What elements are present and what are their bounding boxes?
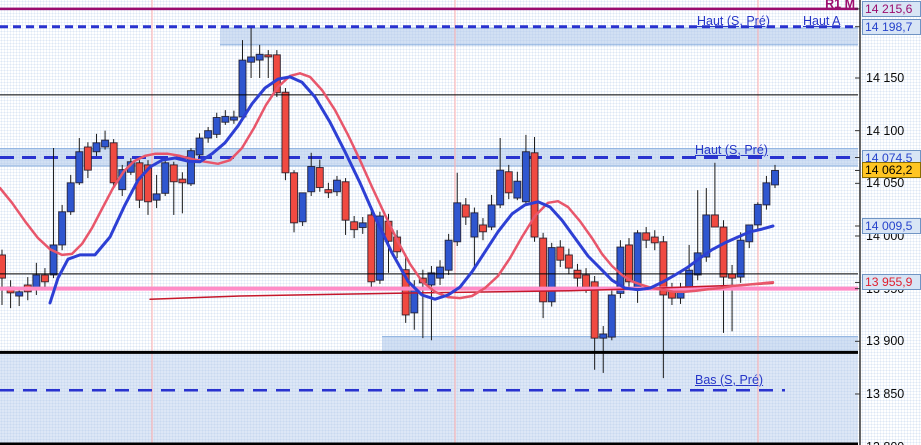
candle-up [513, 180, 522, 199]
candle-up [444, 239, 453, 271]
candle-up [247, 56, 256, 63]
candle-up [221, 115, 230, 123]
candle-up [238, 59, 247, 118]
candle-down [478, 224, 487, 233]
candle-up [753, 203, 762, 226]
candle-up [521, 151, 530, 203]
candle-down [719, 226, 728, 278]
candle-down [83, 146, 92, 171]
candle-down [642, 232, 651, 241]
ma-red [0, 72, 775, 300]
shaded-zone-zone-haute [220, 27, 858, 45]
candle-up [470, 212, 479, 238]
candle-down [350, 221, 359, 231]
candle-up [685, 269, 694, 288]
candle-up [358, 222, 367, 229]
r1m-level-label: R1 M [825, 0, 855, 11]
candle-down [272, 54, 281, 94]
candle-up [633, 232, 642, 288]
candle-up [255, 53, 264, 61]
candle-up [195, 137, 204, 156]
candle-down [40, 274, 49, 283]
candle-down [341, 181, 350, 221]
ma-dark-red [149, 282, 774, 300]
shaded-zone-zone-13900 [382, 336, 858, 352]
candle-up [229, 116, 238, 121]
candle-up [152, 193, 161, 201]
candle-down [710, 214, 719, 228]
candle-down [582, 274, 591, 288]
shaded-zone-zone-basse [0, 352, 858, 445]
candle-up [453, 202, 462, 243]
haut-pre-top-label: Haut (S, Pré) [697, 14, 770, 28]
candle-down [264, 54, 273, 58]
candle-up [332, 179, 341, 193]
candle-up [702, 214, 711, 258]
candle-up [66, 182, 75, 213]
candle-down [590, 281, 599, 339]
candle-up [436, 266, 445, 279]
candle-down [504, 171, 513, 194]
candle-up [496, 169, 505, 206]
candle-up [736, 239, 745, 278]
candle-down [461, 204, 470, 218]
candle-up [49, 244, 58, 276]
candle-down [367, 214, 376, 283]
candle-up [101, 139, 110, 148]
candle-down [659, 241, 668, 296]
candle-up [32, 274, 41, 289]
bas-pre-label: Bas (S, Pré) [695, 373, 764, 387]
candle-down [324, 189, 333, 194]
candle-down [290, 172, 299, 224]
candle-down [650, 236, 659, 244]
haut-pre-mid-label: Haut (S, Pré) [695, 143, 768, 157]
candle-up [762, 182, 771, 206]
candle-up [15, 291, 24, 297]
candle-down [530, 152, 539, 238]
candle-down [144, 164, 153, 203]
candle-down [624, 244, 633, 283]
candle-down [281, 91, 290, 174]
candle-up [487, 204, 496, 228]
candle-down [315, 167, 324, 189]
candle-down [564, 254, 573, 269]
candle-up [375, 215, 384, 281]
candle-down [539, 237, 548, 303]
candle-down [556, 246, 565, 261]
candle-up [427, 272, 436, 286]
ma-blue [48, 75, 775, 305]
candle-down [169, 164, 178, 183]
candle-up [92, 142, 101, 153]
candle-down [109, 142, 118, 184]
candle-up [212, 116, 221, 135]
haut-a-label: Haut A [803, 14, 841, 28]
candle-down [728, 273, 737, 279]
candle-up [186, 150, 195, 185]
candle-up [547, 247, 556, 303]
candle-up [771, 169, 780, 186]
candle-up [204, 130, 213, 139]
candle-down [178, 178, 187, 184]
candle-up [58, 211, 67, 246]
candle-up [607, 294, 616, 338]
candle-up [599, 333, 608, 339]
candle-up [75, 151, 84, 184]
candle-up [161, 162, 170, 194]
candle-down [0, 254, 6, 279]
candle-up [298, 192, 307, 223]
candle-up [307, 165, 316, 193]
